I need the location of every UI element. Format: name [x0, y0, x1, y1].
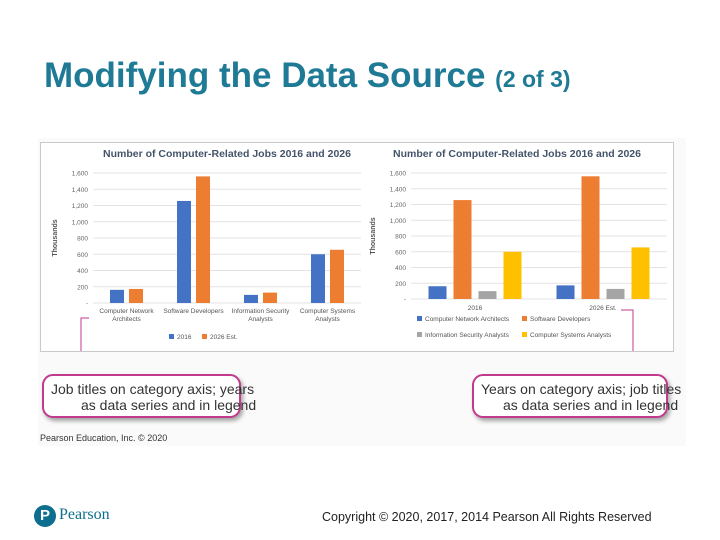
slide-title-suffix: (2 of 3) — [495, 66, 571, 92]
chart2-category-label-0-0: 2016 — [468, 305, 483, 312]
chart1-y-tick-label-8: 1,600 — [72, 171, 89, 178]
chart2-title: Number of Computer-Related Jobs 2016 and… — [393, 148, 641, 160]
chart1-y-tick-label-0: - — [86, 301, 88, 308]
chart1-category-label-3-1: Analysts — [315, 316, 340, 323]
chart2-legend-label-0: Computer Network Architects — [425, 316, 510, 323]
charts-svg: Number of Computer-Related Jobs 2016 and… — [52, 148, 667, 351]
chart2-legend-swatch-1 — [522, 316, 527, 321]
chart2-y-axis-label: Thousands — [370, 217, 377, 254]
chart2-legend-swatch-3 — [522, 332, 527, 337]
chart1-category-label-0-1: Architects — [112, 316, 141, 323]
chart1-bar-3-1 — [330, 249, 344, 303]
chart2-connector — [621, 309, 634, 351]
chart2-category-label-1-0: 2026 Est. — [589, 305, 617, 312]
chart1-legend-swatch-1 — [202, 334, 207, 339]
chart1-y-tick-label-2: 400 — [77, 268, 88, 275]
chart2-legend-swatch-2 — [417, 332, 422, 337]
chart2-y-tick-label-8: 1,600 — [390, 171, 407, 178]
chart2-bar-0-3 — [503, 251, 522, 299]
chart1-y-tick-label-5: 1,000 — [72, 219, 89, 226]
chart2-bar-0-1 — [453, 200, 472, 299]
chart2-bar-1-2 — [606, 288, 625, 299]
chart1-category-label-1-0: Software Developers — [163, 308, 224, 315]
chart2-legend-label-1: Software Developers — [530, 316, 591, 323]
chart2-y-tick-label-6: 1,200 — [390, 202, 407, 209]
chart1-y-tick-label-1: 200 — [77, 284, 88, 291]
chart2-y-tick-label-3: 600 — [395, 249, 406, 256]
chart1-title: Number of Computer-Related Jobs 2016 and… — [103, 148, 351, 160]
chart1-y-tick-label-3: 600 — [77, 252, 88, 259]
chart2-legend-label-3: Computer Systems Analysts — [530, 332, 612, 339]
chart1-bar-1-0 — [177, 200, 191, 303]
callout-left: Job titles on category axis; years as da… — [42, 374, 257, 418]
callout-right-line1: Years on category axis; job titles — [481, 381, 682, 397]
callout-left-line2: as data series and in legend — [81, 397, 257, 413]
callout-right-line2: as data series and in legend — [503, 397, 679, 413]
chart2-bar-1-3 — [631, 247, 650, 299]
chart2-bar-0-0 — [428, 286, 447, 299]
pearson-logo-text: Pearson — [59, 506, 110, 523]
chart2-legend-swatch-0 — [417, 316, 422, 321]
chart1-bar-2-0 — [244, 294, 258, 303]
chart-panels: Number of Computer-Related Jobs 2016 and… — [40, 142, 674, 352]
chart2-bar-1-1 — [581, 176, 600, 299]
chart-figure: Number of Computer-Related Jobs 2016 and… — [38, 138, 686, 446]
chart2-y-tick-label-2: 400 — [395, 265, 406, 272]
chart1-bar-0-0 — [110, 289, 124, 303]
chart2-y-tick-label-7: 1,400 — [390, 186, 407, 193]
chart1-y-axis-label: Thousands — [52, 219, 59, 256]
chart1-y-tick-label-7: 1,400 — [72, 187, 89, 194]
copyright-notice: Copyright © 2020, 2017, 2014 Pearson All… — [322, 510, 652, 524]
chart2-bar-1-0 — [556, 285, 575, 299]
chart2-y-tick-label-4: 800 — [395, 234, 406, 241]
chart1-y-tick-label-4: 800 — [77, 236, 88, 243]
chart1-legend-swatch-0 — [169, 334, 174, 339]
chart1-category-label-3-0: Computer Systems — [300, 308, 356, 315]
chart1-bar-1-1 — [196, 176, 210, 303]
chart1-category-label-2-1: Analysts — [248, 316, 273, 323]
chart2-y-tick-label-0: - — [404, 297, 406, 304]
slide-title-text: Modifying the Data Source — [44, 56, 486, 95]
callout-right: Years on category axis; job titles as da… — [472, 374, 682, 418]
chart2-y-tick-label-5: 1,000 — [390, 218, 407, 225]
chart1-legend-label-1: 2026 Est. — [210, 334, 238, 341]
chart2-bar-0-2 — [478, 291, 497, 299]
chart1-bar-2-1 — [263, 292, 277, 303]
image-credit: Pearson Education, Inc. © 2020 — [40, 433, 168, 443]
slide-title: Modifying the Data Source (2 of 3) — [44, 56, 571, 99]
chart1-category-label-0-0: Computer Network — [99, 308, 154, 315]
callout-left-line1: Job titles on category axis; years — [51, 381, 255, 397]
chart1-bar-0-1 — [129, 288, 143, 303]
chart2-y-tick-label-1: 200 — [395, 281, 406, 288]
chart1-category-label-2-0: Information Security — [232, 308, 291, 315]
chart1-bar-3-0 — [311, 254, 325, 303]
chart1-y-tick-label-6: 1,200 — [72, 203, 89, 210]
chart1-legend-label-0: 2016 — [177, 334, 192, 341]
chart1-connector — [80, 317, 89, 351]
pearson-logo-icon: P — [34, 505, 56, 527]
chart2-legend-label-2: Information Security Analysts — [425, 332, 510, 339]
